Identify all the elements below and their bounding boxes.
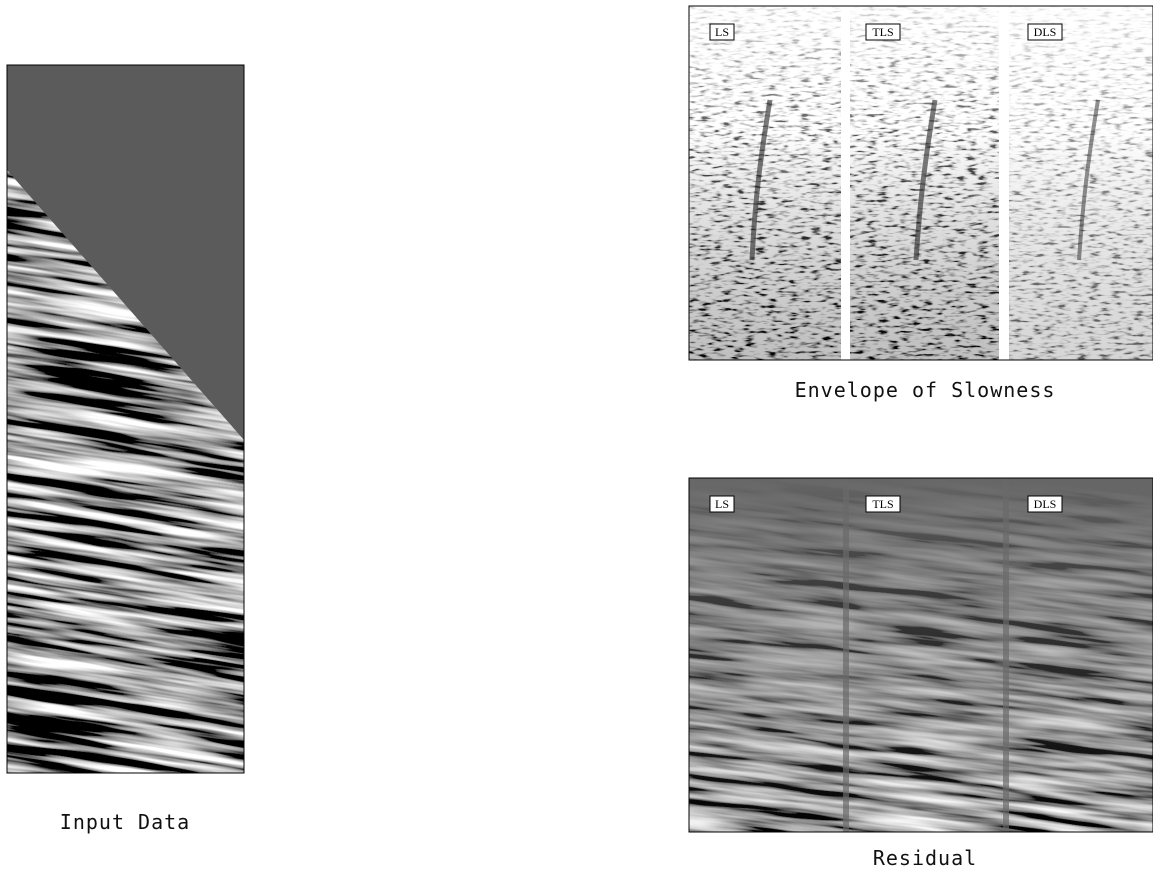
method-label: TLS xyxy=(872,25,893,39)
input-panel xyxy=(7,65,244,773)
residual-frame xyxy=(688,477,1153,833)
caption: Input Data xyxy=(60,810,190,834)
caption: Envelope of Slowness xyxy=(795,378,1056,402)
envelope-labels: LS TLS DLS xyxy=(709,23,1063,41)
method-label: DLS xyxy=(1034,25,1057,39)
residual-panel xyxy=(689,478,1153,832)
method-label: LS xyxy=(715,25,729,39)
envelope-frame xyxy=(688,5,1153,361)
caption: Residual xyxy=(873,846,977,870)
envelope-panel xyxy=(689,6,1153,360)
method-label: LS xyxy=(715,497,729,511)
method-label: TLS xyxy=(872,497,893,511)
residual-labels: LS TLS DLS xyxy=(709,495,1063,513)
input-frame xyxy=(6,64,245,774)
method-label: DLS xyxy=(1034,497,1057,511)
